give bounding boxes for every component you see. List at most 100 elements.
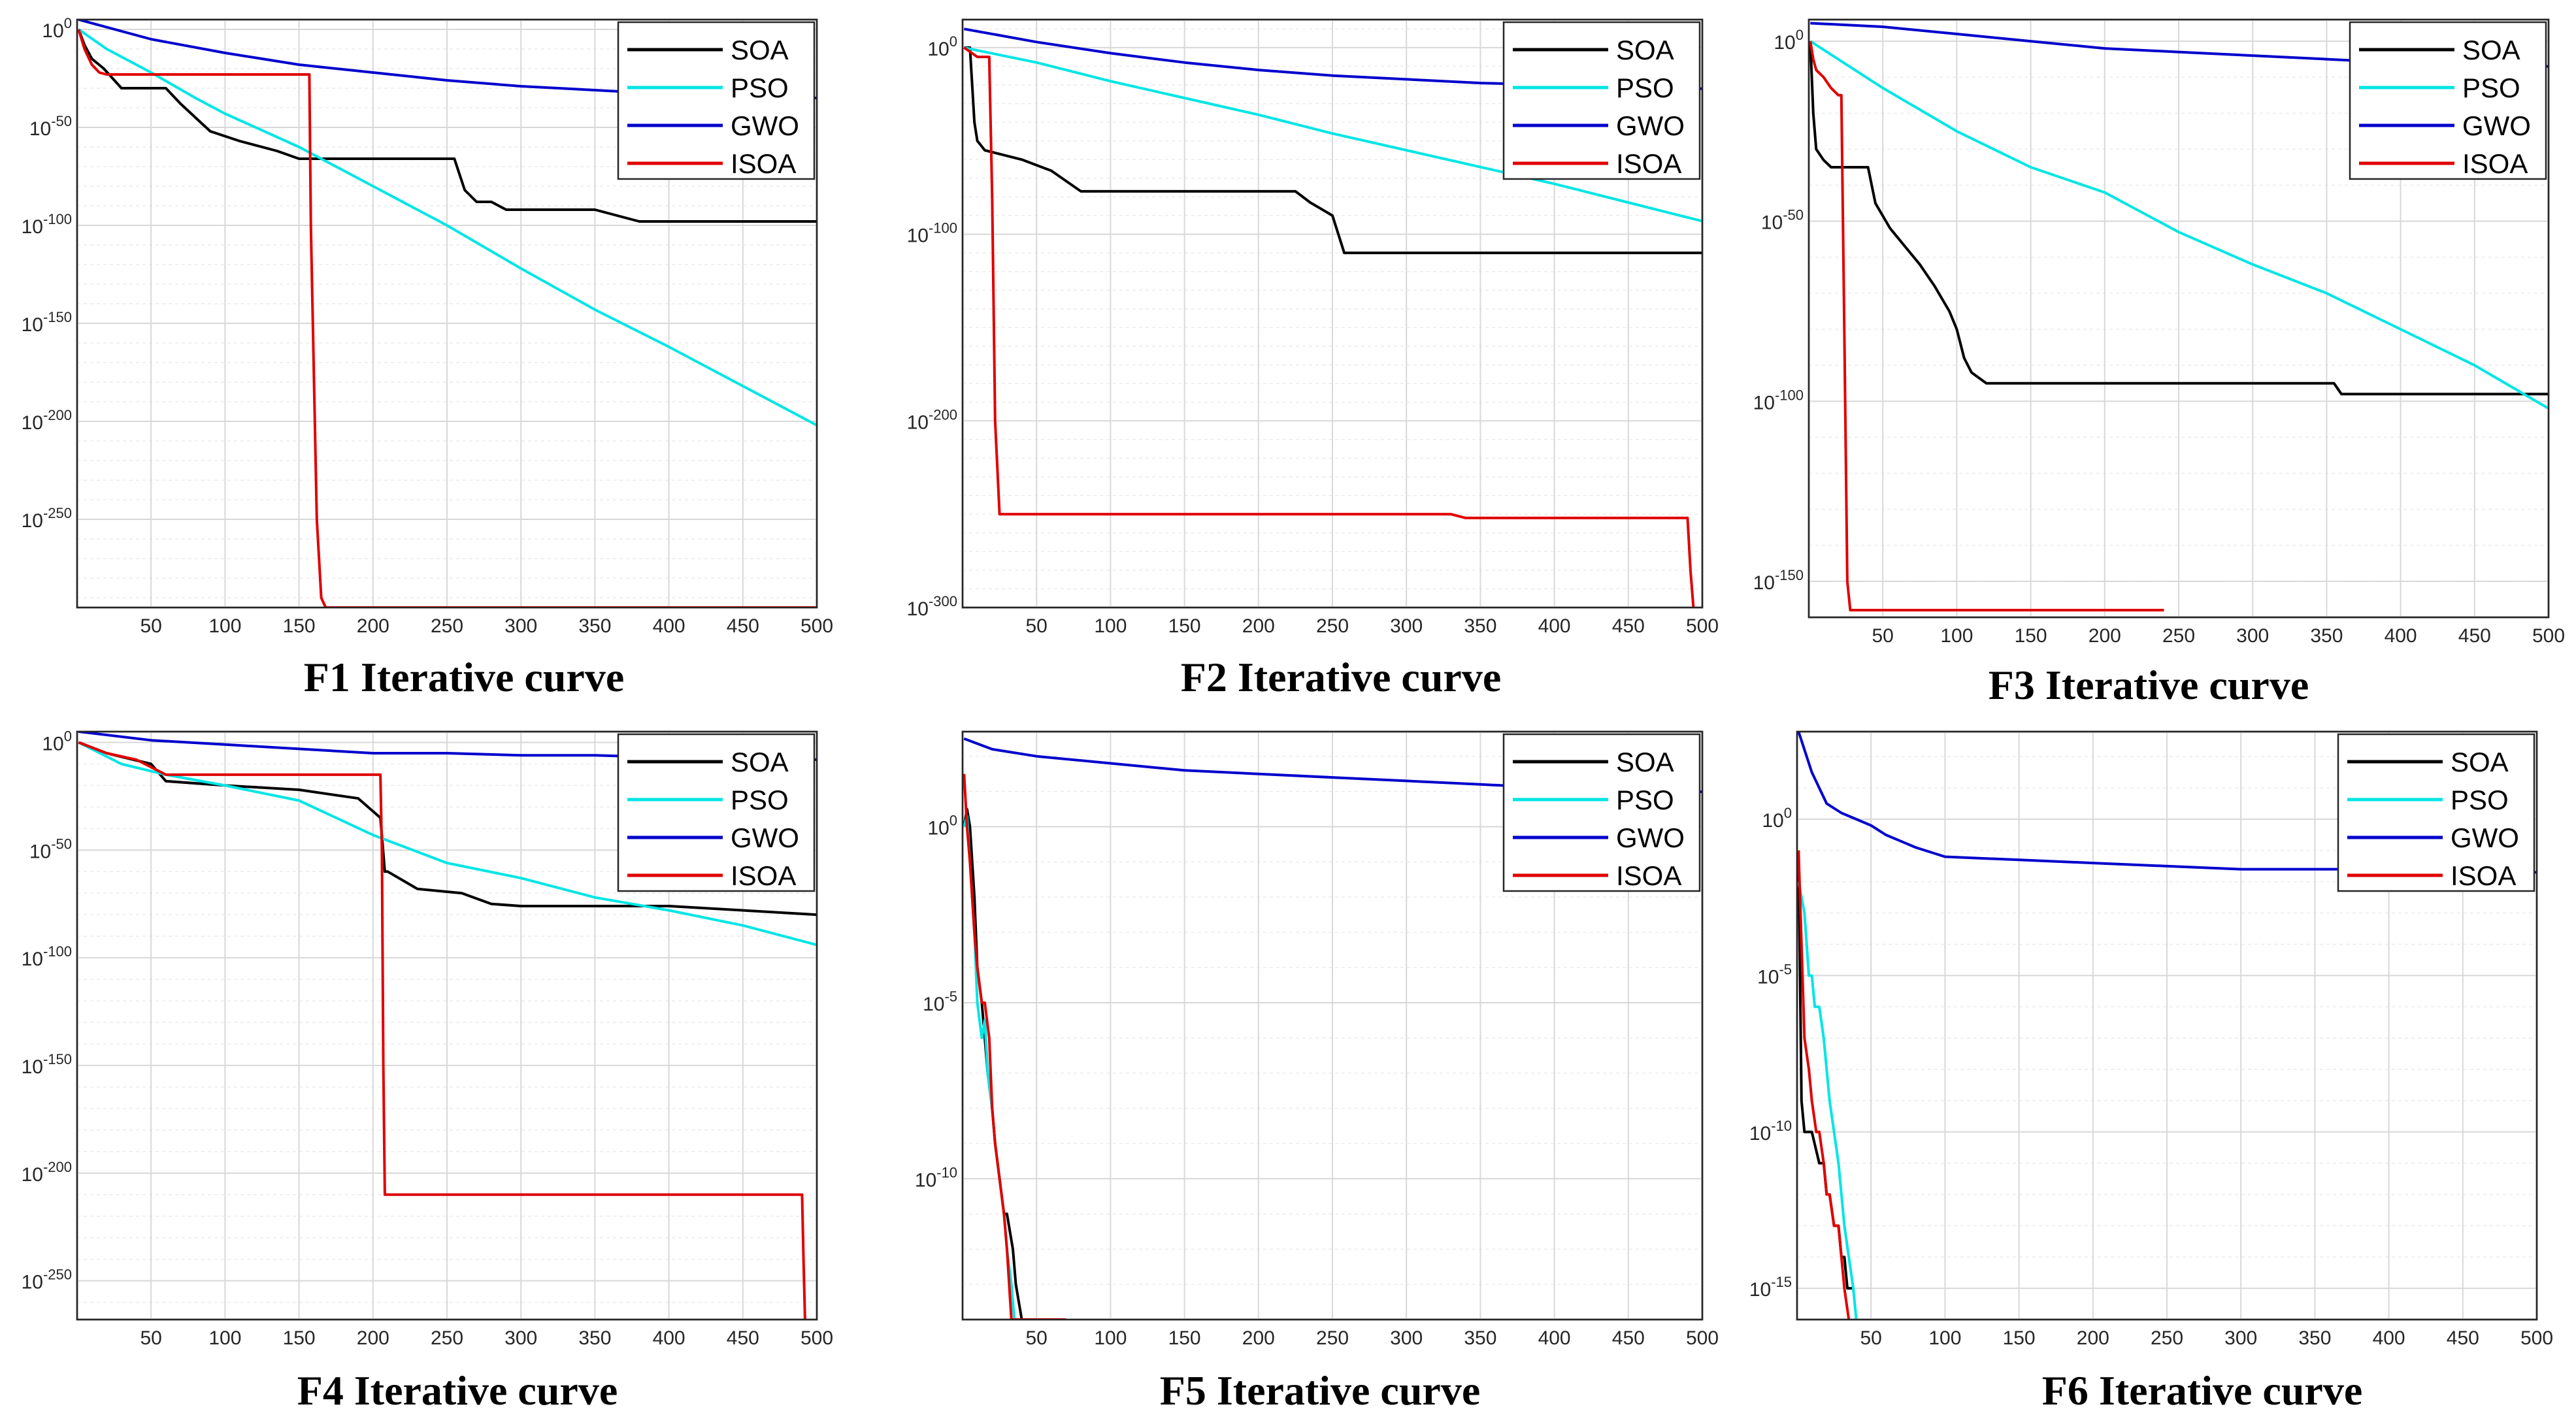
y-tick-exponent: 0 (64, 15, 72, 31)
y-tick-base: 10 (22, 1056, 43, 1078)
series-line-isoa (963, 773, 1066, 1320)
series-line-isoa (1809, 41, 2164, 611)
legend-label-isoa: ISOA (1616, 148, 1681, 179)
y-tick-label: 10-5 (1757, 961, 1792, 988)
y-tick-label: 10-150 (1753, 567, 1804, 594)
y-tick-base: 10 (42, 20, 63, 42)
panel-f6: 50 100 150 200 250 300 350 400 450 50010010-510-1… (1749, 730, 2553, 1414)
y-tick-label: 10-200 (22, 407, 72, 434)
y-tick-base: 10 (22, 949, 43, 970)
x-tick-label: 100 (1940, 625, 1973, 647)
x-tick-label: 500 (1686, 1327, 1719, 1349)
y-tick-label: 100 (927, 813, 957, 839)
y-tick-label: 10-200 (907, 406, 957, 433)
y-tick-base: 10 (22, 510, 43, 532)
y-tick-label: 10-50 (29, 113, 72, 140)
y-tick-label: 10-200 (22, 1159, 72, 1186)
panel-title: F4 Iterative curve (297, 1367, 618, 1414)
series-line-isoa (1797, 850, 1851, 1320)
legend: SOA PSO GWO ISOA (2349, 21, 2547, 180)
panel-title: F1 Iterative curve (304, 654, 624, 700)
x-tick-label: 300 (2224, 1327, 2257, 1349)
x-tick-label: 100 (1928, 1327, 1961, 1349)
y-tick-exponent: -5 (1779, 961, 1792, 977)
y-tick-label: 10-15 (1749, 1274, 1792, 1301)
x-tick-label: 250 (1316, 1327, 1349, 1349)
y-tick-base: 10 (22, 314, 43, 336)
legend-label-soa: SOA (2462, 35, 2520, 65)
y-tick-exponent: -200 (43, 407, 72, 423)
y-tick-label: 100 (42, 15, 72, 42)
x-tick-label: 250 (2162, 625, 2195, 647)
panel-title: F2 Iterative curve (1181, 654, 1501, 700)
x-tick-label: 450 (727, 615, 759, 637)
y-tick-exponent: -100 (1775, 387, 1804, 403)
x-tick-label: 250 (431, 1327, 463, 1349)
y-tick-exponent: -50 (51, 836, 72, 852)
x-tick-label: 350 (578, 1327, 611, 1349)
y-tick-exponent: -250 (43, 1267, 72, 1283)
x-tick-label: 100 (208, 615, 241, 637)
legend-label-soa: SOA (731, 747, 789, 777)
x-tick-label: 100 (1094, 1327, 1127, 1349)
legend-label-soa: SOA (2451, 747, 2509, 777)
x-tick-label: 250 (2151, 1327, 2183, 1349)
axes-frame (76, 730, 818, 1321)
legend-label-gwo: GWO (731, 822, 799, 853)
legend-label-soa: SOA (731, 35, 789, 65)
y-tick-base: 10 (1761, 212, 1783, 234)
axes-frame (1796, 730, 2538, 1321)
x-tick-label: 400 (2385, 625, 2417, 647)
y-tick-label: 10-150 (22, 309, 72, 336)
legend-label-pso: PSO (1616, 785, 1674, 815)
x-tick-label: 50 (1026, 615, 1048, 637)
x-tick-label: 400 (653, 1327, 685, 1349)
panel-f2: 50 100 150 200 250 300 350 400 450 50010010-10010… (907, 18, 1719, 700)
axes-frame (961, 18, 1704, 609)
x-tick-label: 300 (1390, 615, 1423, 637)
y-tick-label: 10-250 (22, 505, 72, 532)
x-tick-label: 200 (2089, 625, 2121, 647)
series-line-soa (964, 46, 1702, 255)
legend-label-pso: PSO (2451, 785, 2509, 815)
x-tick-label: 350 (578, 615, 611, 637)
y-tick-exponent: -150 (1775, 567, 1804, 583)
x-tick-label: 500 (801, 615, 833, 637)
x-tick-label: 50 (140, 1327, 162, 1349)
x-tick-label: 450 (1612, 1327, 1645, 1349)
legend-label-gwo: GWO (1616, 822, 1685, 853)
y-tick-exponent: -15 (1771, 1274, 1792, 1290)
x-tick-label: 300 (504, 615, 537, 637)
x-tick-label: 350 (1464, 615, 1496, 637)
x-tick-label: 500 (2532, 625, 2565, 647)
y-tick-base: 10 (907, 225, 929, 247)
x-tick-label: 300 (1390, 1327, 1423, 1349)
x-tick-label: 400 (2373, 1327, 2405, 1349)
legend-label-gwo: GWO (2462, 110, 2531, 141)
y-tick-base: 10 (22, 216, 43, 238)
y-tick-exponent: -250 (43, 505, 72, 521)
y-tick-label: 100 (927, 33, 957, 60)
x-tick-label: 150 (2015, 625, 2047, 647)
x-tick-label: 350 (2310, 625, 2343, 647)
y-tick-label: 100 (1762, 805, 1792, 832)
y-tick-base: 10 (1753, 392, 1775, 414)
axes-frame (76, 18, 818, 609)
y-tick-base: 10 (22, 412, 43, 434)
y-tick-label: 10-100 (22, 943, 72, 970)
y-tick-base: 10 (915, 1169, 936, 1191)
y-tick-exponent: -200 (43, 1159, 72, 1175)
y-tick-exponent: -50 (1783, 207, 1804, 223)
legend-label-isoa: ISOA (731, 148, 796, 179)
x-tick-label: 150 (283, 1327, 316, 1349)
x-tick-label: 100 (208, 1327, 241, 1349)
series-line-pso (963, 46, 1702, 223)
y-tick-base: 10 (42, 733, 63, 755)
x-tick-label: 200 (357, 615, 389, 637)
y-tick-exponent: -300 (929, 593, 957, 609)
series-line-pso (78, 28, 817, 427)
y-tick-base: 10 (927, 818, 949, 839)
series-line-isoa (78, 741, 806, 1320)
y-tick-base: 10 (907, 598, 929, 620)
y-tick-label: 10-50 (29, 836, 72, 862)
